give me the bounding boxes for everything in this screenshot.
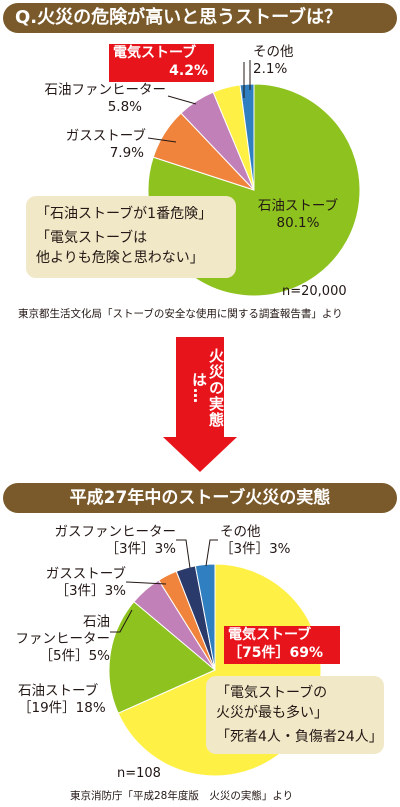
oil-stove-label: 石油ストーブ 80.1% (248, 198, 348, 232)
fire-other-value: ［3件］3% (220, 541, 291, 557)
gas-stove-name: ガスストーブ (65, 128, 146, 144)
survey-note-box: 「石油ストーブが1番危険」 「電気ストーブは 他よりも危険と思わない」 (26, 196, 236, 278)
survey-header: Q.火災の危険が高いと思うストーブは？ (3, 3, 397, 33)
fire-stats-header: 平成27年中のストーブ火災の実態 (3, 483, 397, 513)
transition-arrow-head (163, 437, 237, 472)
fire-oil-stove-value: ［19件］18% (18, 700, 106, 716)
fan-heater-leader (167, 95, 197, 105)
gas-stove-label: ガスストーブ 7.9% (54, 128, 146, 162)
fire-note-line-3: 「死者4人・負傷者24人」 (216, 729, 383, 745)
gas-stove-leader (147, 137, 177, 143)
fire-gas-stove-leader (125, 581, 167, 585)
slice-fire-oil-stove (108, 601, 216, 714)
fire-gas-stove-label: ガスストーブ ［3件］3% (26, 566, 126, 600)
fire-fan-heater-name-b: ファンヒーター (15, 631, 111, 647)
fire-oil-stove-label: 石油ストーブ ［19件］18% (18, 683, 106, 717)
survey-title: Q.火災の危険が高いと思うストーブは？ (15, 7, 343, 28)
slice-other (239, 83, 255, 191)
gas-fan-heater-leader (176, 539, 191, 569)
fire-sample-size: n=108 (117, 766, 161, 781)
fire-fan-heater-label: 石油 ファンヒーター ［5件］5% (6, 614, 111, 665)
elec-stove-label: 電気ストーブ (113, 45, 197, 61)
fire-elec-stove-name: 電気ストーブ (228, 627, 312, 643)
fire-other-label: その他 ［3件］3% (220, 524, 291, 558)
slice-fire-other (194, 563, 216, 671)
fire-fan-heater-name-a: 石油 (83, 614, 110, 630)
fire-fan-heater-value: ［5件］5% (39, 648, 110, 664)
other-value: 2.1% (253, 61, 288, 77)
fire-source: 東京消防庁「平成28年度版 火災の実態」より (70, 790, 294, 802)
fire-note-line-1: 「電気ストーブの (216, 685, 328, 701)
gas-fan-heater-name: ガスファンヒーター (54, 524, 177, 540)
fire-gas-stove-name: ガスストーブ (45, 566, 126, 582)
gas-stove-value: 7.9% (109, 145, 144, 161)
fan-heater-value: 5.8% (107, 99, 142, 115)
oil-stove-name: 石油ストーブ (257, 198, 339, 214)
fire-fan-heater-leader (110, 609, 133, 633)
transition-arrow (176, 337, 224, 437)
fire-note-line-2: 火災が最も多い」 (216, 705, 328, 721)
survey-note-line-1: 「石油ストーブが1番危険」 (36, 206, 213, 222)
fire-gas-stove-value: ［3件］3% (55, 583, 126, 599)
other-label: その他 2.1% (253, 44, 294, 78)
fire-other-name: その他 (220, 524, 261, 540)
fire-note-box: 「電気ストーブの 火災が最も多い」 「死者4人・負傷者24人」 (206, 676, 384, 754)
survey-note-line-2: 「電気ストーブは (36, 230, 148, 246)
fan-heater-label: 石油ファンヒーター 5.8% (34, 82, 167, 116)
survey-source: 東京都生活文化局「ストーブの安全な使用に関する調査報告書」より (18, 308, 343, 320)
fan-heater-name: 石油ファンヒーター (44, 82, 167, 98)
elec-stove-label-box: 電気ストーブ 4.2% (109, 44, 214, 82)
survey-sample-size: n=20,000 (282, 284, 347, 299)
gas-fan-heater-label: ガスファンヒーター ［3件］3% (36, 524, 177, 558)
oil-stove-value: 80.1% (276, 215, 320, 231)
fire-elec-stove-value: ［75件］69% (228, 645, 323, 661)
fire-elec-stove-label-box: 電気ストーブ ［75件］69% (224, 626, 340, 664)
transition-arrow-text: 火災の実態は… (190, 348, 225, 428)
fire-oil-stove-name: 石油ストーブ (18, 683, 99, 699)
other-name: その他 (253, 44, 294, 60)
fire-other-leader (205, 539, 218, 567)
elec-stove-value: 4.2% (169, 63, 208, 79)
fire-stats-title: 平成27年中のストーブ火災の実態 (69, 488, 331, 508)
gas-fan-heater-value: ［3件］3% (105, 541, 176, 557)
survey-note-line-3: 他よりも危険と思わない」 (36, 250, 204, 266)
